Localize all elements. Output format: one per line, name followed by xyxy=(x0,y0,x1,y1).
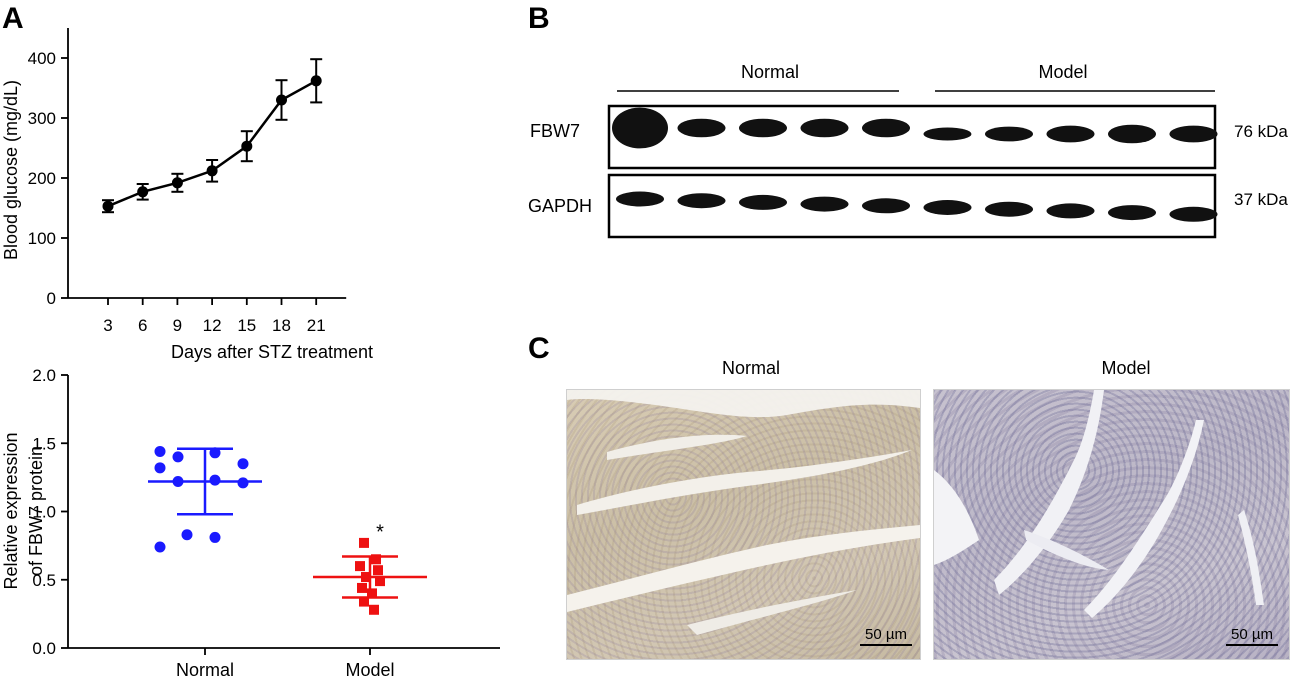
chart1-x-tick-label: 15 xyxy=(237,316,256,335)
chart2-y-tick-label: 1.0 xyxy=(32,503,56,522)
chart2-point-normal xyxy=(172,451,184,463)
blot-row-label-fbw7: FBW7 xyxy=(530,121,580,141)
chart2-point-model xyxy=(371,554,381,565)
histology-image-normal xyxy=(566,389,921,660)
chart2-point-model xyxy=(375,576,385,587)
scale-label-normal: 50 µm xyxy=(865,626,907,643)
chart1-point xyxy=(171,177,183,189)
chart1-point xyxy=(241,140,253,152)
chart2-point-normal xyxy=(154,445,166,457)
scale-line-normal xyxy=(860,644,912,646)
fbw7-expression-chart: Relative expression of FBW7 protein 0.0 0… xyxy=(1,366,500,677)
chart1-x-tick-label: 6 xyxy=(138,316,147,335)
gapdh-band xyxy=(985,201,1033,217)
chart2-point-model xyxy=(359,596,369,607)
chart2-y-tick-label: 0.0 xyxy=(32,639,56,658)
gapdh-band xyxy=(677,193,726,209)
chart2-point-normal xyxy=(181,529,193,541)
gapdh-band xyxy=(1046,203,1095,219)
fbw7-band xyxy=(923,127,972,141)
blood-glucose-chart: Days after STZ treatment Blood glucose (… xyxy=(1,28,373,362)
fbw7-band xyxy=(677,118,726,138)
chart1-x-tick-label: 18 xyxy=(272,316,291,335)
chart2-point-model xyxy=(355,561,365,572)
scale-label-model: 50 µm xyxy=(1231,626,1273,643)
chart2-y-tick-label: 2.0 xyxy=(32,366,56,385)
blot-row-label-gapdh: GAPDH xyxy=(528,196,592,216)
fbw7-band xyxy=(862,118,910,138)
chart2-category-label: Model xyxy=(345,660,394,677)
chart2-point-normal xyxy=(209,474,221,486)
gapdh-band xyxy=(1108,205,1156,221)
gapdh-band xyxy=(800,196,849,212)
chart2-point-model xyxy=(369,604,379,615)
gapdh-band xyxy=(1169,206,1218,222)
chart1-y-tick-label: 400 xyxy=(28,49,56,68)
chart2-point-normal xyxy=(209,531,221,543)
scale-bar-normal: 50 µm xyxy=(860,626,912,646)
blot-size-fbw7: 76 kDa xyxy=(1234,122,1288,141)
gapdh-band xyxy=(862,198,910,214)
chart2-category-label: Normal xyxy=(176,660,234,677)
chart1-x-tick-label: 3 xyxy=(103,316,112,335)
fbw7-band xyxy=(739,118,787,138)
chart1-x-tick-label: 9 xyxy=(173,316,182,335)
gapdh-band xyxy=(739,194,787,210)
histology-model-gaps xyxy=(934,390,1264,618)
gapdh-band xyxy=(923,200,972,215)
fbw7-band xyxy=(985,126,1033,142)
chart2-y-tick-label: 1.5 xyxy=(32,434,56,453)
chart2-significance-mark: * xyxy=(376,522,384,544)
scale-line-model xyxy=(1226,644,1278,646)
fbw7-band xyxy=(612,107,668,149)
fbw7-band xyxy=(1108,124,1156,144)
chart1-point xyxy=(310,75,322,87)
chart1-point xyxy=(137,186,149,198)
chart2-point-normal xyxy=(154,462,166,474)
fbw7-band xyxy=(800,118,849,138)
chart1-x-tick-label: 12 xyxy=(203,316,222,335)
chart1-y-tick-label: 100 xyxy=(28,229,56,248)
chart2-y-tick-label: 0.5 xyxy=(32,571,56,590)
fbw7-band xyxy=(1046,125,1095,143)
blot-group-model: Model xyxy=(1038,62,1087,82)
chart1-point xyxy=(276,94,287,106)
chart2-point-normal xyxy=(209,447,221,459)
chart1-ylabel: Blood glucose (mg/dL) xyxy=(1,80,21,260)
chart1-point xyxy=(102,200,114,212)
panel-label-b: B xyxy=(528,2,550,35)
chart2-ylabel-line1: Relative expression xyxy=(1,432,21,589)
blot-size-gapdh: 37 kDa xyxy=(1234,190,1288,209)
chart1-y-tick-label: 300 xyxy=(28,109,56,128)
histology-title-model: Model xyxy=(1101,358,1150,378)
chart2-ylabel-line2: of FBW7 protein xyxy=(26,446,46,576)
chart1-y-tick-label: 0 xyxy=(47,289,56,308)
chart2-point-normal xyxy=(154,541,166,553)
chart2-point-model xyxy=(373,565,383,576)
chart1-point xyxy=(206,165,218,177)
chart1-xlabel: Days after STZ treatment xyxy=(171,342,373,362)
chart2-point-model xyxy=(359,537,369,548)
chart2-point-normal xyxy=(237,477,249,489)
chart1-y-tick-label: 200 xyxy=(28,169,56,188)
chart2-point-normal xyxy=(237,458,249,470)
fbw7-band xyxy=(1169,125,1218,143)
chart2-point-model xyxy=(357,582,367,593)
gapdh-band xyxy=(616,191,664,207)
blot-group-normal: Normal xyxy=(741,62,799,82)
chart2-point-model xyxy=(367,588,377,599)
histology-image-model xyxy=(933,389,1290,660)
chart1-x-tick-label: 21 xyxy=(307,316,326,335)
histology-normal-gaps xyxy=(567,390,920,635)
scale-bar-model: 50 µm xyxy=(1226,626,1278,646)
panel-label-a: A xyxy=(2,2,24,35)
histology-title-normal: Normal xyxy=(722,358,780,378)
western-blot: Normal Model FBW7 GAPDH 76 kDa 37 kDa xyxy=(528,62,1288,239)
panel-label-c: C xyxy=(528,332,550,365)
